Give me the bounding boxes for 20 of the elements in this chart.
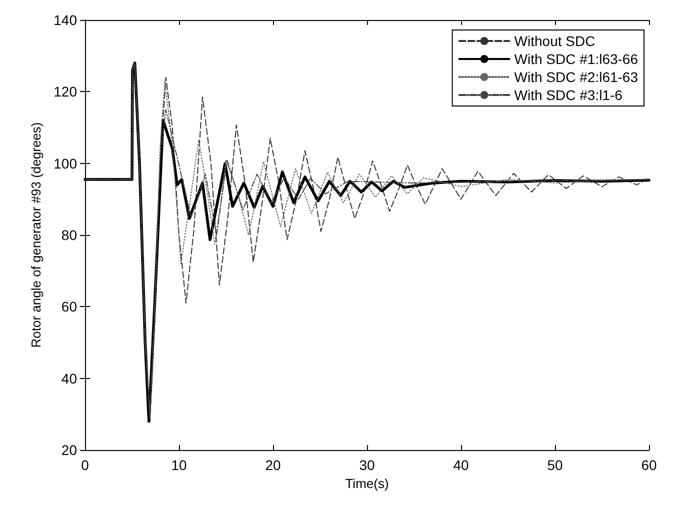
x-tick-label: 30 (359, 457, 375, 473)
y-tick-label: 120 (54, 84, 78, 100)
legend-label: With SDC #1:l63-66 (514, 51, 638, 67)
legend-label: With SDC #2:l61-63 (514, 69, 638, 85)
x-tick-label: 0 (81, 457, 90, 473)
x-tick-label: 60 (641, 457, 657, 473)
legend-label: With SDC #3:l1-6 (514, 87, 623, 103)
legend-label: Without SDC (514, 33, 596, 49)
y-tick-label: 20 (61, 442, 78, 458)
y-tick-label: 140 (54, 12, 78, 28)
x-tick-label: 40 (453, 457, 469, 473)
y-axis-title: Rotor angle of generator #93 (degrees) (28, 122, 44, 348)
x-tick-label: 10 (171, 457, 187, 473)
y-tick-label: 40 (61, 370, 78, 386)
y-tick-label: 100 (54, 155, 78, 172)
x-axis-title: Time(s) (345, 476, 389, 491)
x-tick-label: 20 (265, 457, 281, 473)
y-tick-label: 80 (61, 227, 78, 243)
y-tick-label: 60 (61, 298, 78, 315)
x-tick-label: 50 (547, 457, 563, 473)
